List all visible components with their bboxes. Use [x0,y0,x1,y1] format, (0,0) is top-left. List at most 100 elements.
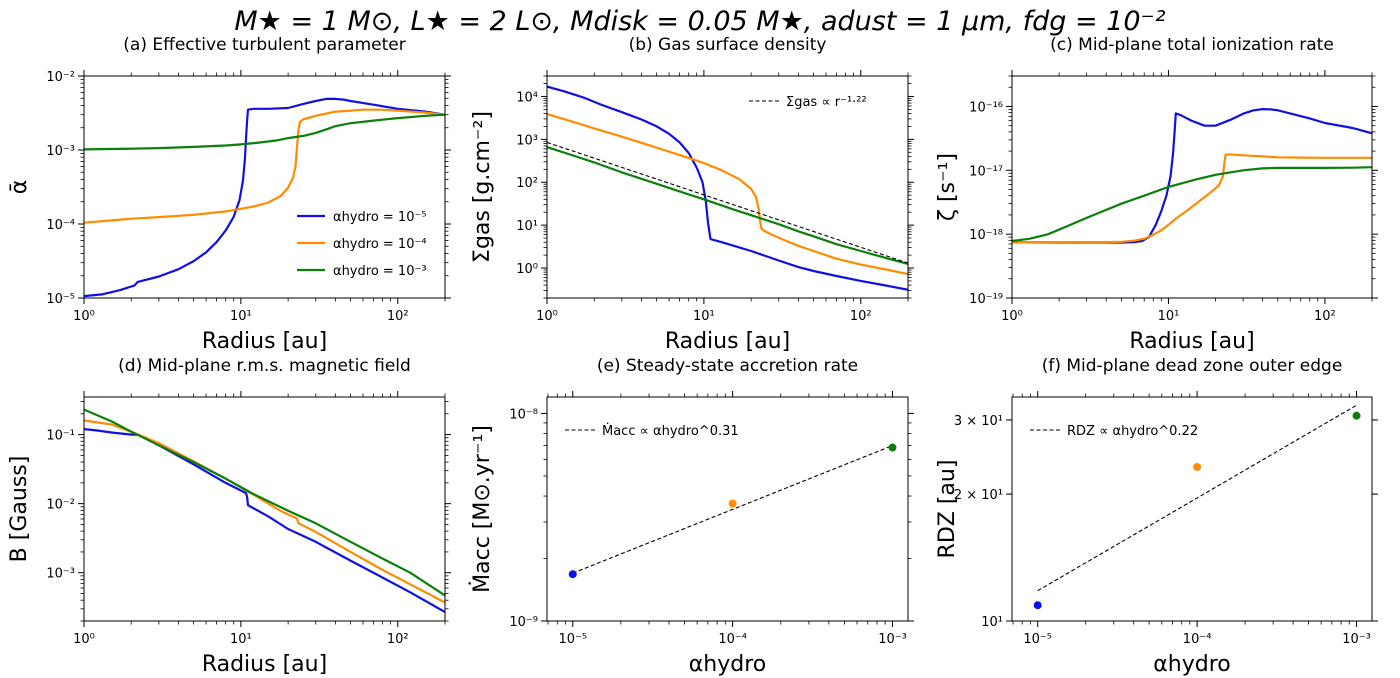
y-tick-label: 10¹ [516,219,538,234]
panel-title: (c) Mid-plane total ionization rate [1050,35,1334,55]
panel-title: (e) Steady-state accretion rate [597,356,858,376]
series-line-blue [84,97,445,298]
data-point-orange [1193,462,1202,471]
y-tick-label: 10⁻³ [46,144,75,159]
plot-frame [1011,75,1373,299]
x-tick-label: 10² [387,309,409,324]
plot-frame [83,396,446,622]
x-tick-label: 10² [1314,309,1336,324]
series-line-blue [1012,108,1372,244]
panel-f: (f) Mid-plane dead zone outer edge 10⁻⁵ 10… [935,356,1378,677]
y-tick-label: 10³ [516,133,538,148]
x-tick-label: 10⁻³ [878,632,907,647]
series-line-orange [1012,153,1372,244]
panel-title: (b) Gas surface density [629,35,827,55]
x-tick-label: 10² [387,632,409,647]
legend: Ṁacc ∝ αhydro^0.31 [565,423,739,439]
y-axis-label: RDZ [au] [935,460,960,559]
y-tick-label: 10⁻² [46,498,75,513]
series-line-green [84,113,445,151]
y-tick-label: 10⁻¹ [46,429,75,444]
x-axis-label: Radius [au] [665,329,790,354]
x-tick-label: 10⁻⁴ [718,632,747,647]
panel-title: (f) Mid-plane dead zone outer edge [1042,356,1343,376]
data-point-green [1352,411,1361,420]
panel-title: (a) Effective turbulent parameter [123,35,405,55]
data-point-orange [728,499,737,508]
series-line-green [1012,166,1372,243]
panel-title: (d) Mid-plane r.m.s. magnetic field [118,356,411,376]
x-axis-label: Radius [au] [202,329,327,354]
legend-label: RDZ ∝ αhydro^0.22 [1067,424,1198,439]
x-axis-label: Radius [au] [1129,329,1254,354]
y-tick-label: 10⁻⁵ [46,292,75,307]
y-tick-label: 10⁻¹⁸ [969,228,1003,243]
legend-label: Σgas ∝ r⁻¹·²² [786,95,867,110]
plot-frame [546,396,909,622]
series-line-orange [547,112,908,276]
series-line-blue [547,85,908,291]
legend-label: Ṁacc ∝ αhydro^0.31 [602,423,739,439]
legend-label: αhydro = 10⁻⁵ [333,210,427,225]
series-line-orange [84,108,445,224]
y-tick-label: 10⁻¹⁶ [969,100,1003,115]
y-tick-label: 10⁻¹⁷ [969,164,1003,179]
x-tick-label: 10¹ [1158,309,1180,324]
y-axis-label: Σgas [g.cm⁻²] [470,111,495,263]
x-tick-label: 10¹ [230,309,252,324]
plot-area [1033,404,1361,610]
y-tick-label: 10¹ [981,615,1003,630]
figure-suptitle: M★ = 1 M⊙, L★ = 2 L⊙, Mdisk = 0.05 M★, a… [234,6,1165,37]
panel-c: (c) Mid-plane total ionization rate 10⁰ 10… [935,35,1378,354]
series-line-green [547,146,908,265]
y-tick-label: 10⁻⁸ [509,407,538,422]
data-point-green [888,443,897,452]
y-tick-label: 10⁻¹⁹ [969,292,1003,307]
panel-e: (e) Steady-state accretion rate 10⁻⁵ 10⁻⁴ 1… [469,356,914,677]
y-tick-label: 10⁻⁴ [46,218,75,233]
panel-d: (d) Mid-plane r.m.s. magnetic field 10⁰ 10… [7,356,451,677]
y-tick-label: 3 × 10¹ [954,414,1003,429]
x-axis-label: Radius [au] [202,652,327,677]
plot-area [568,443,897,579]
fit-line [1037,404,1357,592]
x-tick-label: 10⁰ [73,309,95,324]
series-line-black [547,141,908,264]
fit-line [572,445,893,574]
series-line-orange [84,419,445,604]
x-tick-label: 10⁻⁵ [558,632,587,647]
series-line-green [84,408,445,597]
y-tick-label: 10⁰ [516,262,538,277]
x-tick-label: 10⁻⁵ [1023,632,1052,647]
series-line-blue [84,428,445,613]
y-axis-label: B [Gauss] [7,456,32,563]
data-point-blue [1033,601,1042,610]
x-axis-label: αhydro [1153,652,1230,677]
y-tick-label: 2 × 10¹ [954,488,1003,503]
legend: RDZ ∝ αhydro^0.22 [1030,424,1198,439]
y-tick-label: 10⁻³ [46,567,75,582]
panel-a: (a) Effective turbulent parameter 10⁰ 10¹ 1… [7,35,451,354]
x-tick-label: 10⁻⁴ [1183,632,1212,647]
x-tick-label: 10⁰ [1001,309,1023,324]
plot-area [84,97,445,298]
x-tick-label: 10⁰ [536,309,558,324]
x-tick-label: 10² [850,309,872,324]
legend-label: αhydro = 10⁻³ [333,264,427,279]
legend: Σgas ∝ r⁻¹·²² [749,95,867,110]
x-tick-label: 10⁰ [73,632,95,647]
y-axis-label: ζ [s⁻¹] [935,153,960,221]
legend: αhydro = 10⁻⁵ αhydro = 10⁻⁴ αhydro = 10⁻³ [297,210,427,279]
plot-frame [83,75,446,299]
plot-frame [546,75,909,299]
x-axis-label: αhydro [689,652,766,677]
data-point-blue [568,570,577,579]
plot-frame [1011,396,1373,622]
y-tick-label: 10⁻² [46,70,75,85]
y-tick-label: 10⁴ [516,90,538,105]
y-tick-label: 10² [516,176,538,191]
y-axis-label: ᾱ [7,180,32,195]
x-tick-label: 10⁻³ [1342,632,1371,647]
panel-b: (b) Gas surface density 10⁰ 10¹ 10² 10⁰ 10¹ 10… [470,35,914,354]
